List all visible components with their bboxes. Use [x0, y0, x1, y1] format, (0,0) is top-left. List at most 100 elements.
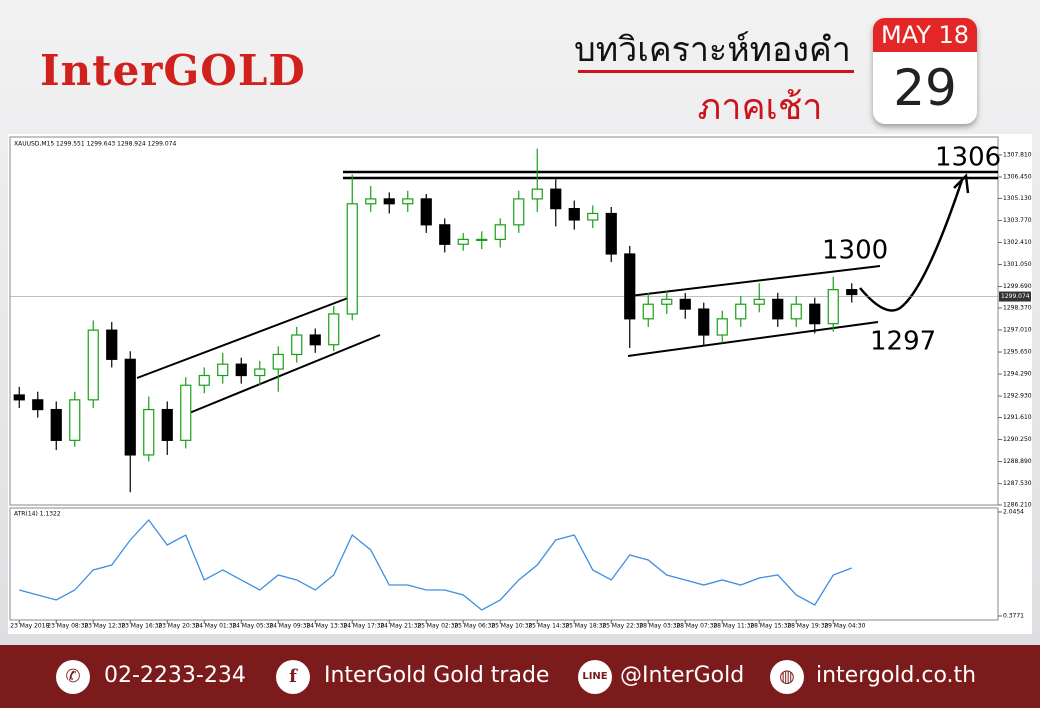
- x-tick-label: 25 May 06:30: [454, 623, 495, 630]
- y-tick-label: 1294.290: [1003, 371, 1032, 378]
- candle-body: [735, 303, 747, 320]
- candle-body: [587, 212, 599, 221]
- annotation: 1306: [935, 143, 1001, 173]
- calendar-month: MAY 18: [873, 18, 977, 52]
- candle-body: [679, 298, 691, 310]
- x-tick-label: 28 May 11:30: [713, 623, 754, 630]
- x-tick-label: 25 May 10:30: [491, 623, 532, 630]
- candle-body: [494, 224, 506, 241]
- footer: ✆ 02-2233-234 f InterGold Gold trade LIN…: [0, 645, 1040, 708]
- candle-body: [846, 289, 858, 296]
- title: บทวิเคราะห์ทองคำ: [574, 30, 851, 70]
- x-tick-label: 24 May 13:30: [306, 623, 347, 630]
- y-tick-label: 1306.450: [1003, 174, 1032, 181]
- line-icon: LINE: [578, 660, 612, 694]
- y-tick-label: 1299.690: [1003, 283, 1032, 290]
- candle-body: [180, 384, 192, 441]
- candle-body: [661, 298, 673, 305]
- candle-body: [772, 298, 784, 320]
- candle-body: [420, 198, 432, 226]
- candle-body: [106, 329, 118, 360]
- atr-frame: [9, 507, 999, 621]
- atr-line: [19, 518, 852, 611]
- channel-line: [627, 321, 879, 357]
- x-tick-label: 23 May 16:30: [121, 623, 162, 630]
- candle-body: [50, 408, 62, 441]
- candle-body: [254, 368, 266, 377]
- candle-body: [531, 188, 543, 200]
- y-tick-label: 1290.250: [1003, 436, 1032, 443]
- website: intergold.co.th: [816, 663, 977, 688]
- x-tick-label: 25 May 14:30: [528, 623, 569, 630]
- channel-line: [181, 334, 381, 417]
- subtitle: ภาคเช้า: [697, 87, 823, 128]
- forecast-arrow: [859, 179, 964, 312]
- candle-body: [550, 188, 562, 210]
- candle-body: [198, 374, 210, 386]
- x-tick-label: 29 May 04:30: [824, 623, 865, 630]
- facebook-icon: f: [276, 660, 310, 694]
- candle-body: [809, 303, 821, 325]
- channel-line: [629, 265, 881, 297]
- candle-body: [346, 203, 358, 315]
- candle-body: [309, 334, 321, 346]
- candle-body: [642, 303, 654, 320]
- x-tick-label: 28 May 19:30: [787, 623, 828, 630]
- candle-body: [439, 224, 451, 245]
- x-tick-label: 24 May 01:30: [195, 623, 236, 630]
- chart-header: XAUUSD,M15 1299.551 1299.643 1298.924 12…: [14, 141, 176, 148]
- y-tick-label: 1305.130: [1003, 195, 1032, 202]
- y-tick-label: 0.3771: [1003, 613, 1024, 620]
- x-tick-label: 25 May 02:30: [417, 623, 458, 630]
- candle-body: [87, 329, 99, 401]
- chart: 1306 1300 1297 XAUUSD,M15 1299.551 1299.…: [9, 136, 1032, 630]
- indicator-header: ATR(14) 1.1322: [14, 511, 61, 518]
- candle-body: [124, 358, 136, 456]
- candle-body: [328, 313, 340, 346]
- y-tick-label: 1295.650: [1003, 349, 1032, 356]
- y-tick-label: 1307.810: [1003, 151, 1032, 158]
- candle-body: [513, 198, 525, 226]
- candle-body: [161, 408, 173, 441]
- candle-body: [291, 334, 303, 356]
- x-tick-label: 24 May 05:30: [232, 623, 273, 630]
- x-tick-label: 24 May 09:30: [269, 623, 310, 630]
- phone: 02-2233-234: [104, 663, 246, 688]
- x-tick-label: 23 May 2018: [10, 623, 49, 630]
- calendar: MAY 18 29: [873, 18, 977, 124]
- candle-body: [365, 198, 377, 205]
- x-tick-label: 23 May 20:30: [158, 623, 199, 630]
- y-tick-label: 1288.890: [1003, 458, 1032, 465]
- candle-body: [753, 298, 765, 305]
- y-tick-label: 1303.770: [1003, 217, 1032, 224]
- candle-body: [716, 318, 728, 336]
- candle-body: [13, 394, 25, 401]
- x-tick-label: 28 May 07:30: [676, 623, 717, 630]
- line-id: @InterGold: [620, 663, 745, 688]
- candle-body: [32, 399, 44, 411]
- y-tick-label: 2.0454: [1003, 508, 1024, 515]
- y-tick-label: 1292.930: [1003, 393, 1032, 400]
- price-frame: [9, 136, 999, 506]
- title-rule: [578, 70, 854, 73]
- annotation: 1300: [822, 236, 888, 266]
- web-icon: ◍: [770, 660, 804, 694]
- calendar-day: 29: [893, 59, 957, 117]
- facebook: InterGold Gold trade: [324, 663, 550, 688]
- candle-body: [476, 238, 488, 242]
- candle-body: [143, 408, 155, 456]
- x-tick-label: 28 May 03:30: [639, 623, 680, 630]
- last-price-box: [999, 291, 1031, 302]
- candle-body: [402, 198, 414, 205]
- channel-line: [136, 297, 349, 379]
- last-price-label: 1299.074: [1001, 293, 1030, 300]
- x-tick-label: 28 May 15:30: [750, 623, 791, 630]
- candle-body: [568, 208, 580, 221]
- y-tick-label: 1286.210: [1003, 502, 1032, 509]
- candle-body: [457, 238, 469, 245]
- x-tick-label: 23 May 12:30: [84, 623, 125, 630]
- y-tick-label: 1291.610: [1003, 414, 1032, 421]
- candle-body: [605, 212, 617, 255]
- x-tick-label: 25 May 22:30: [602, 623, 643, 630]
- y-tick-label: 1297.010: [1003, 326, 1032, 333]
